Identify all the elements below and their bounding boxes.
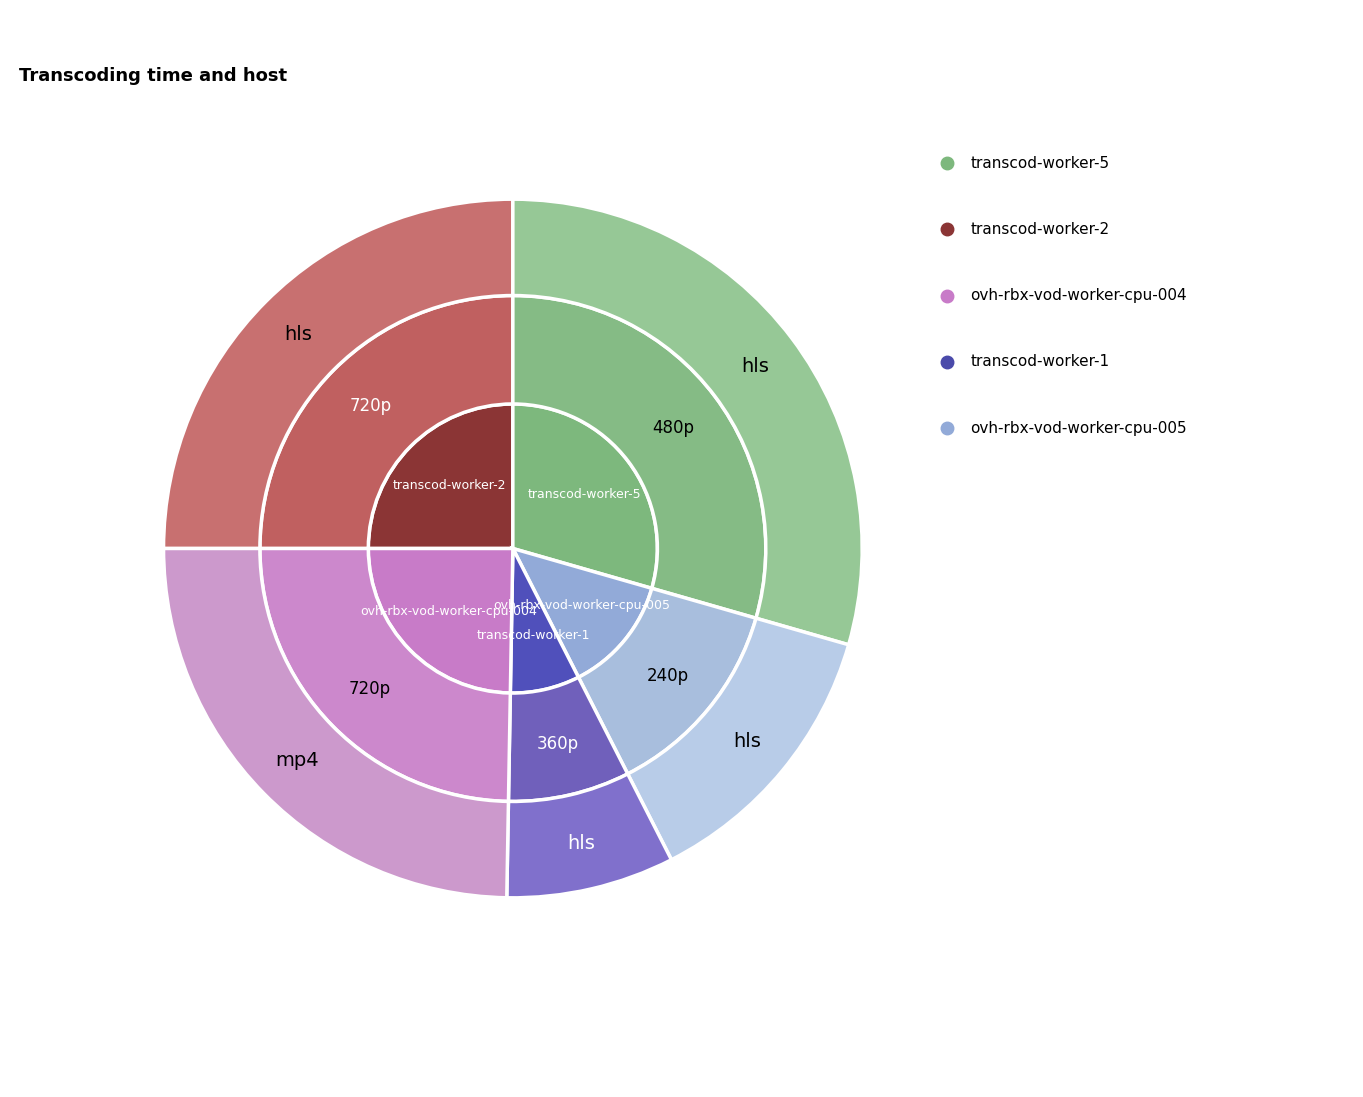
- Text: hls: hls: [741, 357, 769, 375]
- Text: transcod-worker-2: transcod-worker-2: [393, 478, 506, 491]
- Wedge shape: [368, 404, 512, 548]
- Text: 720p: 720p: [349, 680, 391, 699]
- Text: mp4: mp4: [275, 751, 319, 770]
- Wedge shape: [510, 548, 578, 693]
- Text: ovh-rbx-vod-worker-cpu-004: ovh-rbx-vod-worker-cpu-004: [360, 604, 537, 618]
- Wedge shape: [368, 548, 512, 693]
- Text: transcod-worker-5: transcod-worker-5: [527, 488, 641, 501]
- Wedge shape: [508, 677, 628, 802]
- Wedge shape: [164, 548, 508, 897]
- Text: ovh-rbx-vod-worker-cpu-005: ovh-rbx-vod-worker-cpu-005: [970, 420, 1187, 436]
- Text: hls: hls: [285, 325, 312, 343]
- Text: 480p: 480p: [653, 419, 694, 437]
- Wedge shape: [260, 295, 512, 548]
- Wedge shape: [628, 619, 849, 860]
- Text: transcod-worker-1: transcod-worker-1: [970, 354, 1109, 370]
- Text: transcod-worker-1: transcod-worker-1: [476, 630, 590, 643]
- Text: transcod-worker-5: transcod-worker-5: [970, 156, 1109, 170]
- Text: hls: hls: [567, 835, 596, 853]
- Wedge shape: [260, 548, 510, 802]
- Text: transcod-worker-2: transcod-worker-2: [970, 222, 1109, 237]
- Wedge shape: [507, 773, 672, 897]
- Text: 720p: 720p: [350, 397, 391, 416]
- Text: 360p: 360p: [537, 735, 579, 754]
- Wedge shape: [512, 200, 863, 645]
- Text: 240p: 240p: [647, 667, 688, 686]
- Text: ovh-rbx-vod-worker-cpu-004: ovh-rbx-vod-worker-cpu-004: [970, 289, 1187, 303]
- Wedge shape: [512, 404, 657, 588]
- Text: hls: hls: [733, 732, 761, 750]
- Text: ovh-rbx-vod-worker-cpu-005: ovh-rbx-vod-worker-cpu-005: [493, 599, 671, 612]
- Wedge shape: [512, 548, 652, 677]
- Wedge shape: [512, 295, 766, 619]
- Wedge shape: [578, 588, 756, 773]
- Wedge shape: [164, 200, 512, 548]
- Text: Transcoding time and host: Transcoding time and host: [19, 67, 288, 84]
